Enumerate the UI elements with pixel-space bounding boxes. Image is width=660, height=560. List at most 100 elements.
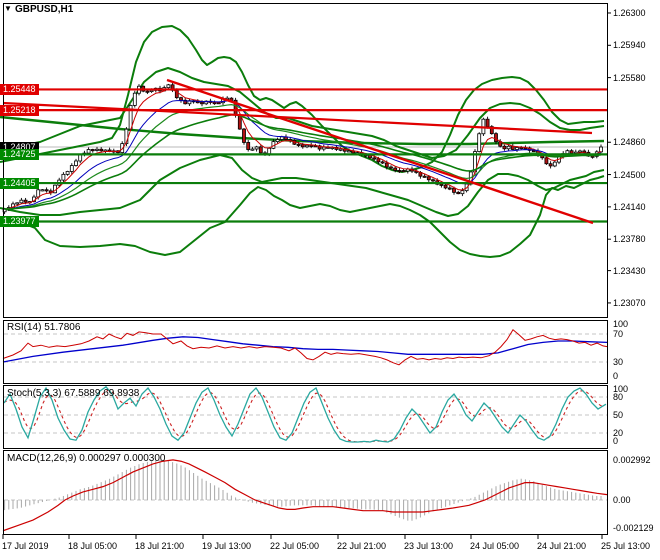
candle-body [149, 89, 154, 92]
candle-body [431, 179, 435, 182]
descending-trendline[interactable] [166, 78, 594, 225]
candle-body [384, 162, 389, 168]
price-tick-label: 1.24500 [613, 169, 646, 180]
time-tick-label: 24 Jul 21:00 [537, 541, 587, 551]
macd-pane-border[interactable] [3, 450, 608, 535]
candle-body [19, 199, 24, 204]
scale-tick-label: 70 [613, 329, 624, 339]
panel-separator[interactable] [0, 447, 608, 450]
candle-body [544, 157, 549, 165]
candle-body [552, 161, 557, 167]
time-tick-label: 24 Jul 05:00 [470, 541, 520, 551]
candle-body [305, 144, 309, 148]
candle-body [183, 99, 188, 105]
price-tick-label: 1.23780 [613, 234, 646, 245]
candle-body [347, 150, 351, 153]
candle-body [200, 101, 204, 105]
candle-body [61, 173, 66, 181]
candle-body [321, 146, 326, 150]
candle-body [258, 146, 263, 154]
candle-body [124, 128, 129, 145]
time-tick-label: 23 Jul 13:00 [404, 541, 454, 551]
candle-body [582, 150, 587, 153]
chart-title: GBPUSD,H1 [15, 4, 74, 15]
rsi-pane-border[interactable] [3, 320, 608, 384]
candle-body [477, 133, 482, 152]
candle-body [296, 143, 301, 146]
rsi-line [2, 329, 608, 366]
candle-body [90, 149, 95, 152]
candle-body [86, 149, 91, 154]
price-level-badge: 1.24725 [0, 148, 39, 160]
candle-body [372, 157, 377, 160]
ma-21-line [4, 104, 602, 210]
candle-body [548, 163, 553, 167]
candle-body [15, 202, 20, 205]
candle-body [250, 148, 255, 151]
scale-tick-label: 80 [613, 392, 624, 402]
candle-body [519, 147, 524, 150]
price-tick-label: 1.23070 [613, 297, 646, 308]
candle-body [65, 171, 70, 175]
rsi-name: RSI(14) [7, 322, 42, 333]
candle-body [502, 145, 507, 150]
price-level-badge: 1.24807 [0, 141, 39, 153]
ma-34-line [4, 114, 602, 210]
candle-body [506, 145, 511, 150]
candle-body [23, 199, 28, 203]
candle-body [279, 136, 284, 140]
candle-body [36, 189, 41, 198]
price-tick-label: 1.24860 [613, 137, 646, 148]
stoch-name: Stoch(5,3,3) [7, 388, 62, 399]
candle-body [397, 170, 402, 173]
price-level-badge: 1.25218 [0, 104, 39, 116]
candle-body [300, 144, 305, 148]
candle-body [578, 150, 582, 153]
candle-body [485, 118, 490, 127]
candle-body [401, 170, 406, 173]
candle-body [376, 158, 381, 163]
candle-body [242, 128, 246, 143]
stoch-value-k: 67.5889 [64, 388, 101, 399]
panel-separator[interactable] [0, 382, 608, 385]
ma-13-line [4, 100, 602, 210]
macd-signal-line [2, 459, 608, 532]
candle-body [99, 148, 104, 152]
candle-body [132, 92, 137, 106]
candle-body [166, 84, 171, 89]
sloped-resistance-line[interactable] [2, 101, 593, 135]
time-tick-label: 22 Jul 05:00 [270, 541, 320, 551]
candle-body [179, 97, 183, 101]
candle-body [254, 146, 259, 150]
time-tick-label: 19 Jul 13:00 [202, 541, 252, 551]
candle-body [212, 102, 217, 105]
symbol-dropdown-icon[interactable]: ▼ [4, 4, 12, 13]
candle-body [460, 190, 465, 195]
candle-body [275, 139, 280, 143]
scale-tick-label: 100 [613, 319, 629, 329]
stoch-pane-border[interactable] [3, 385, 608, 449]
stoch-d-line [3, 389, 605, 443]
price-tick-label: 1.25940 [613, 40, 646, 51]
candle-body [145, 90, 150, 93]
candle-body [489, 126, 494, 135]
scale-tick-label: -0.002129 [613, 523, 654, 533]
candle-body [439, 183, 444, 186]
candle-body [317, 145, 322, 150]
candle-body [456, 191, 461, 195]
price-level-badge: 1.24405 [0, 177, 39, 189]
scale-tick-label: 0 [613, 436, 619, 446]
candle-body [74, 160, 78, 166]
time-tick-label: 22 Jul 21:00 [337, 541, 387, 551]
rsi-value: 51.7806 [44, 322, 81, 333]
candle-body [599, 146, 603, 153]
price-pane-border[interactable] [3, 3, 608, 318]
candle-body [447, 187, 452, 190]
bollinger-band-outer-upper [0, 25, 605, 173]
candle-body [237, 114, 242, 130]
candle-body [426, 176, 431, 181]
panel-separator[interactable] [0, 317, 608, 320]
scale-tick-label: 100 [613, 384, 629, 394]
candle-body [69, 165, 74, 172]
